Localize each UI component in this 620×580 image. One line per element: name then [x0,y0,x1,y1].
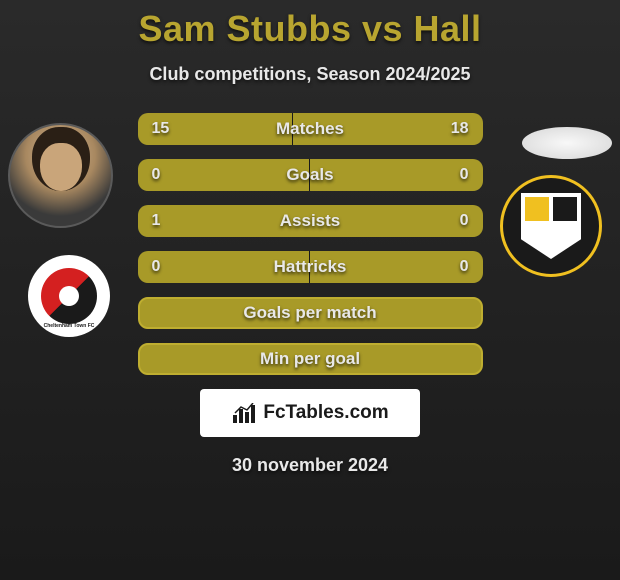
stat-label: Matches [276,119,344,139]
chart-icon [231,403,257,423]
player-photo-right [522,127,612,159]
stat-value-left: 1 [152,212,161,230]
stat-value-right: 0 [460,212,469,230]
comparison-bars: 15 18 Matches 0 0 Goals 1 0 Assists 0 0 Hattricks Go… [138,113,483,375]
stat-value-left: 0 [152,258,161,276]
stat-value-left: 15 [152,120,170,138]
stat-bar-hattricks: 0 0 Hattricks [138,251,483,283]
stat-label: Hattricks [274,257,347,277]
stat-bar-matches: 15 18 Matches [138,113,483,145]
stat-bar-goals: 0 0 Goals [138,159,483,191]
stat-label: Goals [286,165,333,185]
comparison-content: Cheltenham Town FC 15 18 Matches 0 0 Goals 1 0 A… [0,113,620,375]
club-badge-left: Cheltenham Town FC [28,255,110,337]
club-left-name: Cheltenham Town FC [44,323,95,329]
subtitle: Club competitions, Season 2024/2025 [0,64,620,85]
watermark: FcTables.com [200,389,420,437]
stat-value-left: 0 [152,166,161,184]
stat-value-right: 0 [460,258,469,276]
player-photo-left [8,123,113,228]
stat-value-right: 18 [451,120,469,138]
footer-date: 30 november 2024 [0,455,620,476]
stat-bar-assists: 1 0 Assists [138,205,483,237]
stat-label: Assists [280,211,340,231]
stat-value-right: 0 [460,166,469,184]
stat-bar-min-per-goal: Min per goal [138,343,483,375]
watermark-text: FcTables.com [263,402,388,424]
club-badge-right [500,175,602,277]
stat-label: Min per goal [260,349,360,369]
stat-label: Goals per match [243,303,376,323]
stat-bar-goals-per-match: Goals per match [138,297,483,329]
page-title: Sam Stubbs vs Hall [0,0,620,50]
